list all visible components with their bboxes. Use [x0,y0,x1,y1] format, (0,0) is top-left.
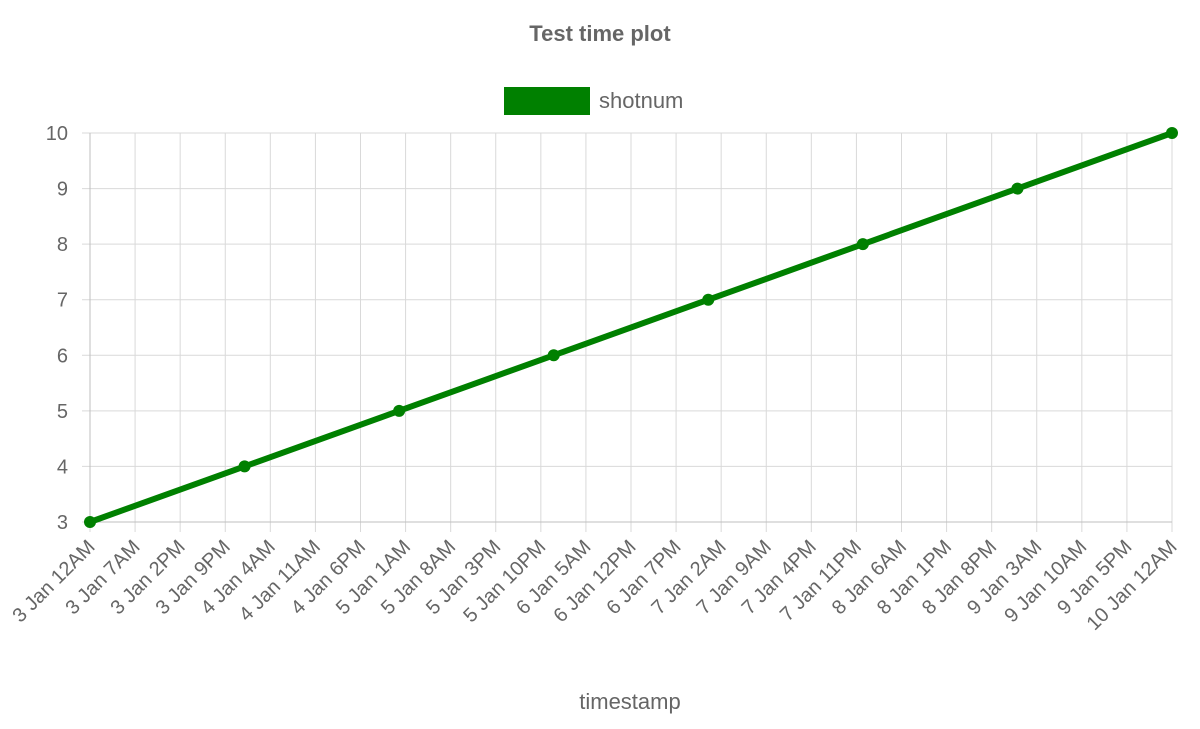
y-axis-ticks: 3 4 5 6 7 8 9 10 [46,123,68,534]
y-tick-label: 9 [57,179,68,201]
y-tick-label: 10 [46,123,68,145]
data-point[interactable] [1166,127,1178,139]
grid [82,132,1173,532]
chart-title: Test time plot [529,21,671,46]
y-tick-label: 4 [57,456,68,478]
y-tick-label: 8 [57,234,68,256]
y-tick-label: 5 [57,401,68,423]
legend[interactable]: shotnum [504,87,683,115]
y-tick-label: 3 [57,512,68,534]
y-tick-label: 6 [57,345,68,367]
data-point[interactable] [1011,182,1024,195]
data-point[interactable] [238,460,251,473]
axes [89,133,1172,523]
y-tick-label: 7 [57,290,68,312]
series-shotnum [84,127,1178,528]
data-point[interactable] [547,349,560,362]
x-axis-title: timestamp [579,689,680,714]
series-line [87,130,1175,525]
legend-swatch [504,87,590,115]
data-point[interactable] [702,293,715,306]
legend-label: shotnum [599,88,683,113]
data-point[interactable] [856,238,869,251]
data-point[interactable] [393,404,406,417]
data-point[interactable] [84,516,96,528]
